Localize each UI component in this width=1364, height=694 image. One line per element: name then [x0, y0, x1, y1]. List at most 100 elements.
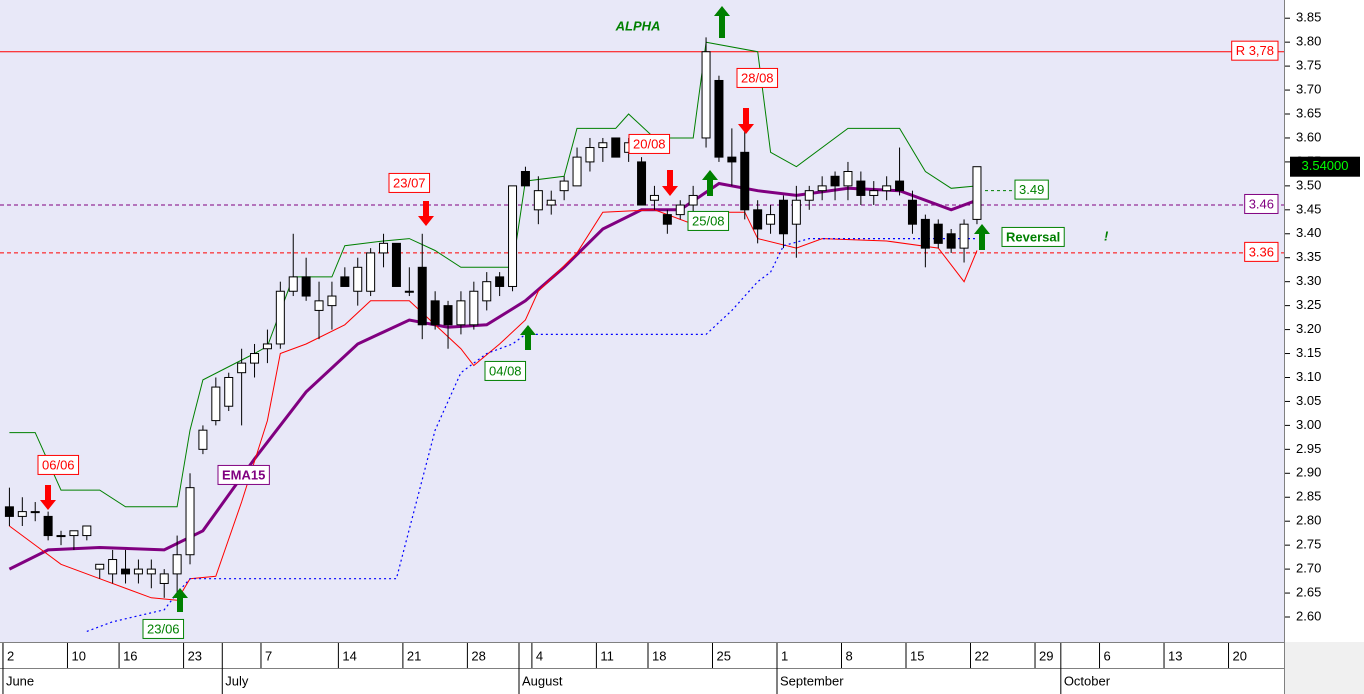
candle-body — [598, 142, 608, 149]
candle-body — [778, 199, 788, 235]
candle-body — [159, 573, 169, 584]
x-tick-label: 22 — [975, 648, 989, 663]
label-box — [142, 618, 185, 639]
candle-body — [649, 194, 659, 201]
candle-body — [391, 242, 401, 287]
y-tick-label: 2.80 — [1296, 513, 1321, 528]
annotation-label: 20/08 — [633, 136, 666, 151]
candle-body — [791, 199, 801, 225]
candle-body — [198, 429, 208, 450]
level-tag: 3.36 — [1249, 244, 1274, 259]
candle-body — [817, 185, 827, 192]
y-tick-label: 3.05 — [1296, 393, 1321, 408]
y-tick-label: 2.90 — [1296, 465, 1321, 480]
candle-body — [43, 515, 53, 537]
candle-body — [946, 233, 956, 249]
y-tick-label: 2.70 — [1296, 561, 1321, 576]
y-tick-label: 3.30 — [1296, 273, 1321, 288]
candle-body — [275, 290, 285, 345]
x-tick-label: 1 — [781, 648, 788, 663]
last-price-box — [1290, 156, 1360, 177]
label-box — [388, 172, 431, 193]
annotation-label: 23/06 — [147, 621, 180, 636]
label-box — [628, 133, 671, 154]
candle-body — [843, 170, 853, 187]
signal-arrow — [662, 170, 678, 196]
candle-body — [727, 156, 737, 163]
candle-body — [301, 276, 311, 297]
y-tick-label: 3.50 — [1296, 177, 1321, 192]
y-axis-panel — [1284, 0, 1364, 694]
label-box — [1244, 241, 1279, 262]
candle-body — [82, 525, 92, 537]
candle-body — [172, 554, 182, 575]
y-tick-label: 2.60 — [1296, 608, 1321, 623]
candle-body — [933, 223, 943, 244]
x-tick-label: 7 — [265, 648, 272, 663]
candle-body — [340, 276, 350, 287]
candle-body — [675, 204, 685, 216]
signal-arrow — [738, 108, 754, 134]
signal-arrow — [702, 170, 718, 196]
x-tick-label: 4 — [536, 648, 543, 663]
y-tick-label: 3.60 — [1296, 129, 1321, 144]
level-tag: R 3,78 — [1236, 43, 1274, 58]
y-tick-label: 3.00 — [1296, 417, 1321, 432]
y-tick-label: 3.70 — [1296, 81, 1321, 96]
label-box — [1014, 179, 1049, 200]
x-tick-label: 10 — [71, 648, 85, 663]
label-box — [1001, 226, 1065, 247]
y-tick-label: 3.20 — [1296, 321, 1321, 336]
annotation-mark: ! — [1104, 228, 1109, 243]
candle-body — [611, 137, 621, 158]
candle-body — [701, 51, 711, 139]
candle-body — [856, 180, 866, 196]
month-label: October — [1064, 673, 1111, 688]
month-label: July — [225, 673, 249, 688]
candle-body — [533, 190, 543, 211]
x-tick-label: 13 — [1168, 648, 1182, 663]
candle-body — [250, 353, 260, 364]
y-tick-label: 3.25 — [1296, 297, 1321, 312]
annotation-label: 23/07 — [393, 175, 426, 190]
candle-body — [766, 214, 776, 225]
x-tick-label: 2 — [7, 648, 14, 663]
x-tick-label: 8 — [846, 648, 853, 663]
plot-area — [0, 0, 1284, 642]
candle-body — [972, 166, 982, 220]
y-tick-label: 3.85 — [1296, 10, 1321, 25]
candle-body — [379, 242, 389, 254]
candle-body — [17, 511, 27, 517]
label-box — [217, 464, 270, 485]
candle-body — [133, 568, 143, 575]
signal-arrow — [418, 201, 434, 226]
signal-arrow — [40, 485, 56, 510]
signal-arrow — [974, 224, 990, 250]
candle-body — [869, 190, 879, 196]
y-tick-label: 3.80 — [1296, 34, 1321, 49]
candle-body — [753, 209, 763, 230]
y-tick-label: 3.35 — [1296, 249, 1321, 264]
candle-body — [262, 343, 272, 350]
chart-title: ALPHA — [615, 18, 661, 33]
candle-body — [559, 180, 569, 192]
candle-body — [443, 305, 453, 326]
signal-arrow — [714, 6, 730, 38]
candle-body — [469, 290, 479, 326]
y-tick-label: 2.85 — [1296, 489, 1321, 504]
y-tick-label: 2.65 — [1296, 584, 1321, 599]
last-price: 3.54000 — [1302, 158, 1349, 173]
candle-body — [366, 252, 376, 292]
target-tag: 3.49 — [1019, 182, 1044, 197]
ema-label: EMA15 — [222, 467, 265, 482]
candle-body — [804, 190, 814, 201]
candle-body — [585, 147, 595, 163]
candle-body — [404, 290, 414, 293]
label-box — [687, 210, 730, 231]
candle-body — [327, 295, 337, 307]
x-tick-label: 20 — [1233, 648, 1247, 663]
candle-body — [907, 199, 917, 225]
annotation-label: Reversal — [1006, 229, 1060, 244]
